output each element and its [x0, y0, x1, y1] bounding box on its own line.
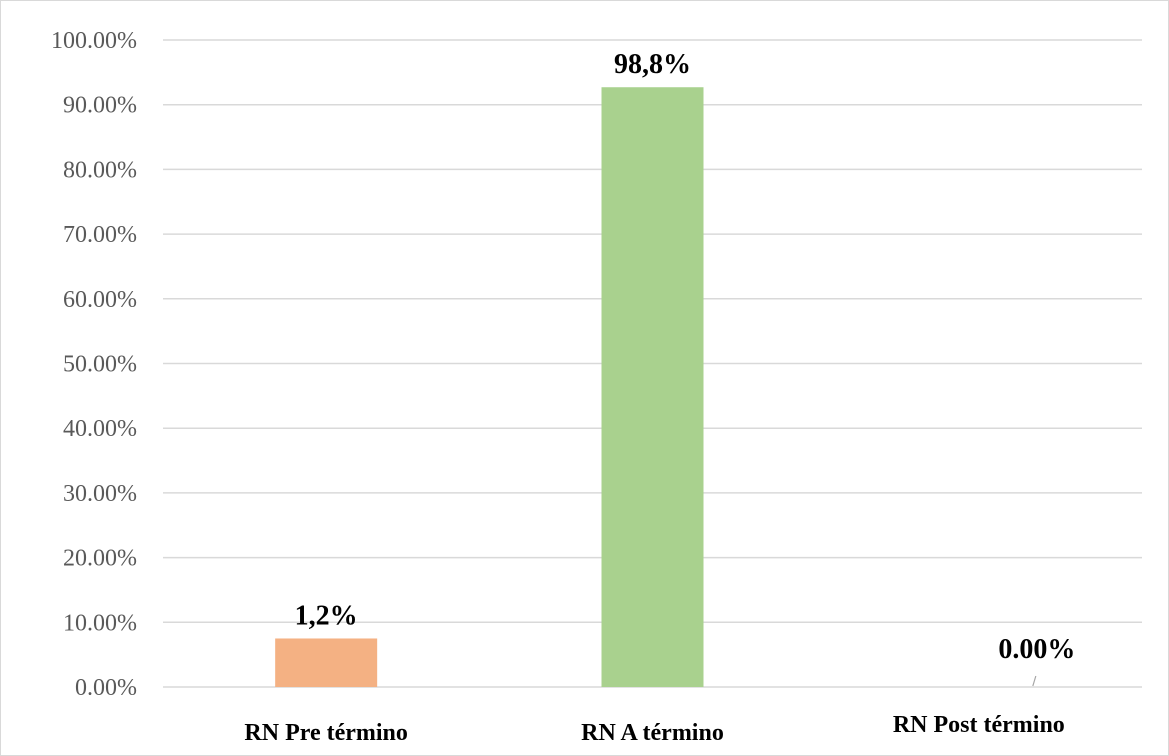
y-axis-ticks: 0.00% 10.00% 20.00% 30.00% 40.00% 50.00% 60.00…	[51, 28, 137, 701]
y-tick-label: 60.00%	[63, 287, 137, 313]
y-tick-label: 100.00%	[51, 28, 137, 54]
x-tick-label: RN Pre término	[244, 720, 408, 746]
x-tick-label: RN Post término	[893, 712, 1065, 738]
x-axis-ticks: RN Pre término RN A término RN Post términ…	[244, 712, 1064, 746]
y-tick-label: 30.00%	[63, 481, 137, 507]
data-label-leader-line	[1032, 675, 1037, 687]
y-tick-label: 40.00%	[63, 416, 137, 442]
x-tick-label: RN A término	[581, 720, 724, 746]
y-tick-label: 90.00%	[63, 93, 137, 119]
bars	[275, 87, 704, 687]
y-tick-label: 70.00%	[63, 222, 137, 248]
bar	[275, 638, 378, 687]
data-label: 98,8%	[614, 49, 691, 80]
y-tick-label: 20.00%	[63, 546, 137, 572]
y-tick-label: 10.00%	[63, 610, 137, 636]
data-label: 0.00%	[998, 634, 1075, 665]
y-tick-label: 50.00%	[63, 352, 137, 378]
bar	[601, 87, 704, 687]
data-label: 1,2%	[295, 600, 358, 631]
y-tick-label: 80.00%	[63, 157, 137, 183]
data-labels: 1,2% 98,8% 0.00%	[295, 49, 1075, 687]
y-tick-label: 0.00%	[75, 675, 137, 701]
